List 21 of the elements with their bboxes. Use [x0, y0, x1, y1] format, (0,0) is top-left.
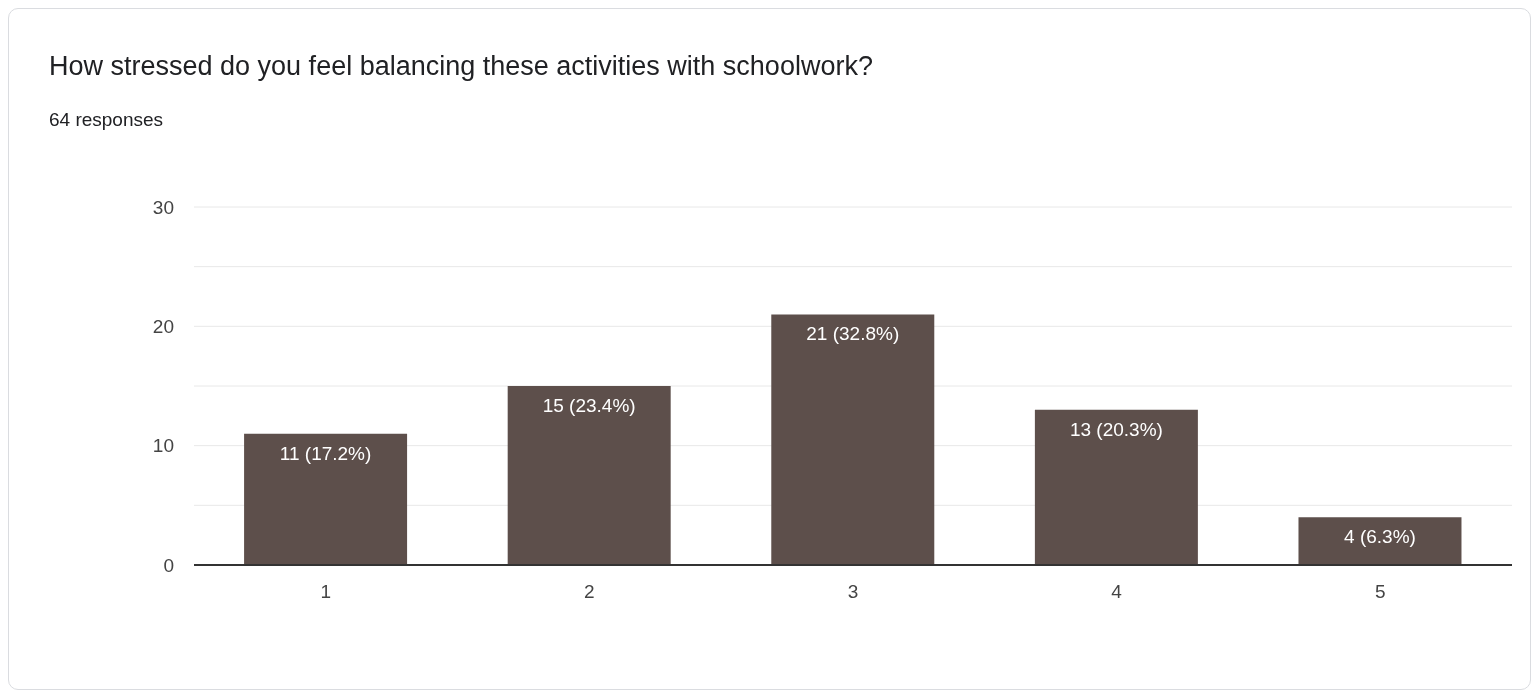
y-tick-label: 20: [152, 316, 174, 338]
bar: [507, 386, 671, 565]
y-tick-label: 10: [152, 435, 174, 457]
x-tick-label: 5: [1374, 581, 1386, 603]
chart-subtitle: 64 responses: [49, 109, 164, 131]
data-label: 4 (6.3%): [1344, 526, 1416, 548]
x-tick-label: 2: [584, 581, 595, 603]
x-tick-label: 1: [320, 581, 332, 603]
data-label: 11 (17.2%): [279, 442, 372, 464]
x-tick-label: 4: [1111, 581, 1123, 603]
bar: [244, 433, 408, 565]
data-label: 13 (20.3%): [1069, 418, 1163, 440]
y-tick-label: 30: [152, 196, 174, 218]
x-tick-label: 3: [847, 581, 859, 603]
bar: [1034, 409, 1198, 565]
data-label: 21 (32.8%): [806, 323, 900, 345]
data-label: 15 (23.4%): [542, 395, 636, 416]
bar: [1298, 517, 1462, 565]
bar: [771, 314, 935, 565]
y-tick-label: 0: [163, 554, 174, 576]
chart-title: How stressed do you feel balancing these activities with schoolwork?: [49, 51, 873, 82]
